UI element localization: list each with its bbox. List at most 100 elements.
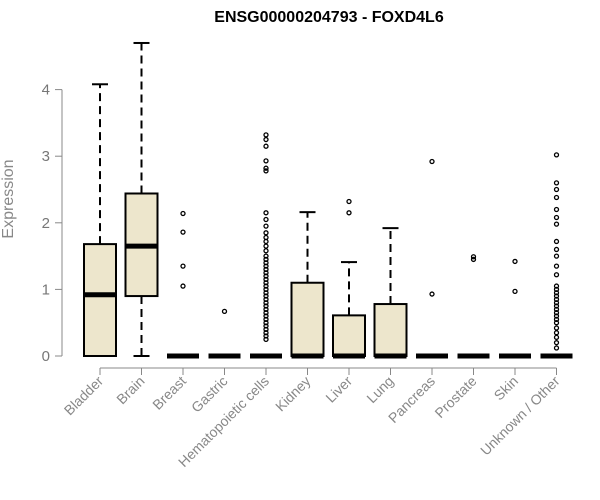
outlier-point xyxy=(553,334,560,341)
outlier-point xyxy=(512,258,518,265)
outlier-point xyxy=(512,288,518,295)
outlier-point xyxy=(263,280,269,286)
outlier-point xyxy=(263,283,269,289)
outlier-point xyxy=(263,326,269,333)
outlier-point xyxy=(553,283,560,289)
outlier-point xyxy=(263,273,269,279)
outlier-point xyxy=(263,256,269,263)
y-tick-label: 2 xyxy=(42,215,50,232)
outlier-point xyxy=(180,283,186,289)
x-category-label: Bladder xyxy=(61,373,107,419)
box-group xyxy=(83,83,117,357)
x-category-label: Brain xyxy=(113,373,147,407)
y-axis: 0 1 2 3 4 xyxy=(42,82,63,365)
outlier-point xyxy=(553,186,560,193)
outlier-point xyxy=(263,230,269,236)
outlier-point xyxy=(221,308,228,315)
outlier-point xyxy=(263,310,269,316)
outlier-point xyxy=(263,253,269,259)
outlier-point xyxy=(553,152,560,158)
outlier-point xyxy=(263,143,269,149)
x-category-label: Unknown / Other xyxy=(477,373,563,459)
outlier-point xyxy=(553,340,560,346)
box-group xyxy=(250,132,282,359)
outlier-point xyxy=(553,330,560,336)
outlier-point xyxy=(263,270,269,276)
outlier-point xyxy=(553,325,560,331)
box-group xyxy=(332,198,366,359)
box-iqr xyxy=(83,243,117,357)
box-group xyxy=(167,210,199,359)
outlier-point xyxy=(470,256,477,263)
outlier-point xyxy=(553,290,560,296)
outlier-point xyxy=(263,266,269,273)
chart-title: ENSG00000204793 - FOXD4L6 xyxy=(214,9,444,26)
outlier-point xyxy=(263,336,269,343)
outlier-point xyxy=(553,221,560,227)
outlier-point xyxy=(180,210,186,217)
box-group xyxy=(373,227,408,359)
outlier-point xyxy=(553,206,560,213)
outlier-point xyxy=(553,300,560,306)
outlier-point xyxy=(553,303,560,309)
outlier-point xyxy=(263,320,269,326)
box-group xyxy=(208,308,241,359)
outlier-point xyxy=(429,291,435,297)
outlier-point xyxy=(263,330,269,336)
outlier-point xyxy=(263,158,269,164)
box-group xyxy=(416,158,448,359)
outlier-point xyxy=(263,216,269,223)
outlier-point xyxy=(263,223,269,229)
outlier-point xyxy=(553,286,560,293)
outlier-point xyxy=(263,303,269,309)
box-iqr xyxy=(373,303,408,357)
outlier-point xyxy=(263,333,269,339)
box-group xyxy=(540,152,573,359)
outlier-point xyxy=(263,290,269,296)
y-tick-label: 4 xyxy=(42,82,50,99)
outlier-point xyxy=(553,246,560,253)
outlier-point xyxy=(180,263,186,269)
outlier-point xyxy=(553,253,560,259)
y-tick-label: 1 xyxy=(42,281,50,298)
box-iqr xyxy=(290,281,325,357)
outlier-point xyxy=(429,158,435,165)
outlier-point xyxy=(263,286,269,293)
outlier-point xyxy=(553,306,560,313)
x-category-label: Lung xyxy=(363,373,396,406)
box-group xyxy=(457,254,490,359)
box-iqr xyxy=(332,314,366,357)
outlier-point xyxy=(263,165,269,171)
outlier-point xyxy=(553,316,560,323)
x-category-label: Prostate xyxy=(431,373,479,421)
box-group xyxy=(499,258,531,359)
outlier-point xyxy=(180,229,186,235)
outlier-point xyxy=(263,263,269,269)
y-tick-label: 3 xyxy=(42,148,50,165)
x-category-label: Liver xyxy=(322,373,355,406)
outlier-point xyxy=(263,248,269,254)
outlier-point xyxy=(553,320,560,326)
outlier-point xyxy=(263,168,269,174)
outlier-point xyxy=(553,272,560,278)
outlier-point xyxy=(553,180,560,186)
outlier-point xyxy=(553,310,560,316)
y-axis-label: Expression xyxy=(0,159,17,238)
outlier-point xyxy=(263,300,269,306)
outlier-point xyxy=(263,210,269,216)
x-category-label: Skin xyxy=(491,373,522,404)
outlier-point xyxy=(470,254,477,260)
outlier-point xyxy=(263,136,269,143)
outlier-point xyxy=(346,198,352,205)
outlier-point xyxy=(263,276,269,283)
x-category-label: Kidney xyxy=(272,373,314,415)
outlier-point xyxy=(553,194,560,201)
outlier-point xyxy=(263,323,269,329)
outlier-point xyxy=(553,293,560,299)
outlier-point xyxy=(263,306,269,313)
outlier-point xyxy=(346,210,352,216)
box-group xyxy=(124,41,159,357)
outlier-point xyxy=(263,313,269,319)
